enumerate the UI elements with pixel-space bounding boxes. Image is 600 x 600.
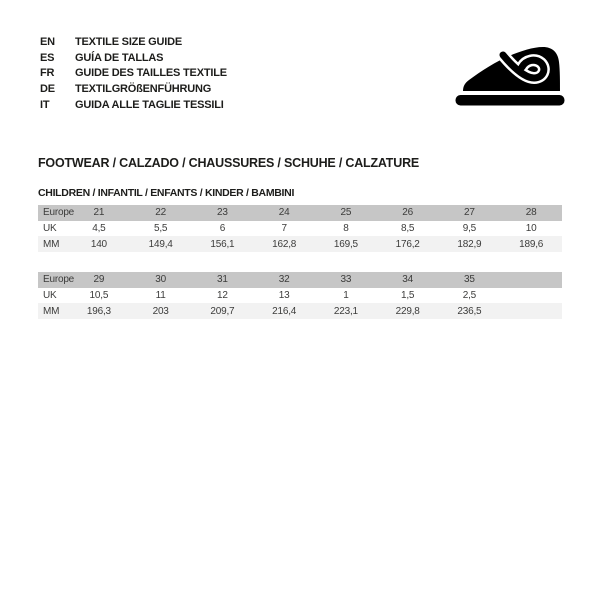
size-cell: 6 [219,223,226,235]
size-cell: 11 [155,290,166,302]
size-cell: 236,5 [457,305,482,317]
row-label: MM [43,238,60,250]
size-cell: 209,7 [210,305,235,317]
size-cell: 149,4 [148,238,173,250]
size-cell: 216,4 [272,305,297,317]
size-cell: 29 [93,274,105,286]
table-row-europe: Europe 21 22 23 24 25 26 27 28 [38,205,562,221]
size-cell: 156,1 [210,238,235,250]
size-cell: 8 [343,223,349,235]
size-cell: 22 [155,207,166,219]
size-cell: 10,5 [89,290,109,302]
language-row: FR GUIDE DES TAILLES TEXTILE [40,65,227,81]
size-cell: 140 [90,238,107,250]
table-row-mm: MM 140 149,4 156,1 162,8 169,5 176,2 182… [38,236,562,253]
language-title: TEXTILGRÖßENFÜHRUNG [75,82,212,95]
size-cell: 35 [464,274,475,286]
size-cell: 223,1 [333,305,358,317]
row-label: Europe [43,274,75,286]
table-row-uk: UK 4,5 5,5 6 7 8 8,5 9,5 10 [38,221,562,237]
table-row-mm: MM 196,3 203 209,7 216,4 223,1 229,8 236… [38,303,562,320]
row-label: UK [43,290,57,302]
size-cell: 23 [217,207,228,219]
size-cell: 24 [278,207,290,219]
section-title: FOOTWEAR / CALZADO / CHAUSSURES / SCHUHE… [38,156,420,170]
language-title: GUIDE DES TAILLES TEXTILE [75,67,227,80]
size-cell: 8,5 [400,223,415,235]
children-size-table-2: Europe 29 30 31 32 33 34 35 UK 10,5 11 1… [38,272,562,320]
size-cell: 5,5 [153,223,168,235]
size-cell: 4,5 [92,223,106,235]
language-row: IT GUIDA ALLE TAGLIE TESSILI [40,97,227,113]
size-cell: 13 [278,290,290,302]
language-code: EN [40,35,55,48]
size-cell: 203 [152,305,169,317]
size-cell: 182,9 [457,238,482,250]
row-label: MM [43,305,60,317]
language-code: DE [40,82,55,95]
row-label: Europe [43,207,75,219]
size-cell: 32 [278,274,290,286]
size-cell: 27 [464,207,475,219]
size-cell: 176,2 [395,238,420,250]
size-cell: 169,5 [333,238,358,250]
size-cell: 7 [281,223,287,235]
language-code: ES [40,51,55,64]
size-cell: 1 [343,290,349,302]
language-code: FR [40,67,55,80]
size-cell: 28 [525,207,537,219]
size-cell: 189,6 [519,238,544,250]
language-row: DE TEXTILGRÖßENFÜHRUNG [40,81,227,97]
size-cell: 196,3 [86,305,111,317]
size-cell: 26 [402,207,413,219]
language-code: IT [40,98,50,111]
size-cell: 1,5 [400,290,415,302]
size-cell: 30 [155,274,166,286]
subsection-title: CHILDREN / INFANTIL / ENFANTS / KINDER /… [38,187,295,199]
language-title: GUÍA DE TALLAS [75,51,164,64]
size-cell: 31 [217,274,228,286]
row-label: UK [43,223,57,235]
language-title: GUIDA ALLE TAGLIE TESSILI [75,98,224,111]
size-cell: 12 [217,290,228,302]
size-cell: 33 [340,274,352,286]
language-title-list: EN TEXTILE SIZE GUIDE ES GUÍA DE TALLAS … [40,34,227,112]
language-row: ES GUÍA DE TALLAS [40,50,227,66]
table-row-europe: Europe 29 30 31 32 33 34 35 [38,272,562,288]
size-cell: 229,8 [395,305,420,317]
size-cell: 21 [93,207,105,219]
size-cell: 25 [340,207,352,219]
language-title: TEXTILE SIZE GUIDE [75,35,183,48]
size-cell: 9,5 [462,223,477,235]
language-row: EN TEXTILE SIZE GUIDE [40,34,227,50]
size-cell: 2,5 [462,290,477,302]
size-cell: 162,8 [272,238,297,250]
size-cell: 34 [402,274,413,286]
size-cell: 10 [525,223,537,235]
children-shoe-icon [455,47,565,106]
children-size-table-1: Europe 21 22 23 24 25 26 27 28 UK 4,5 5,… [38,205,562,253]
table-row-uk: UK 10,5 11 12 13 1 1,5 2,5 [38,288,562,304]
